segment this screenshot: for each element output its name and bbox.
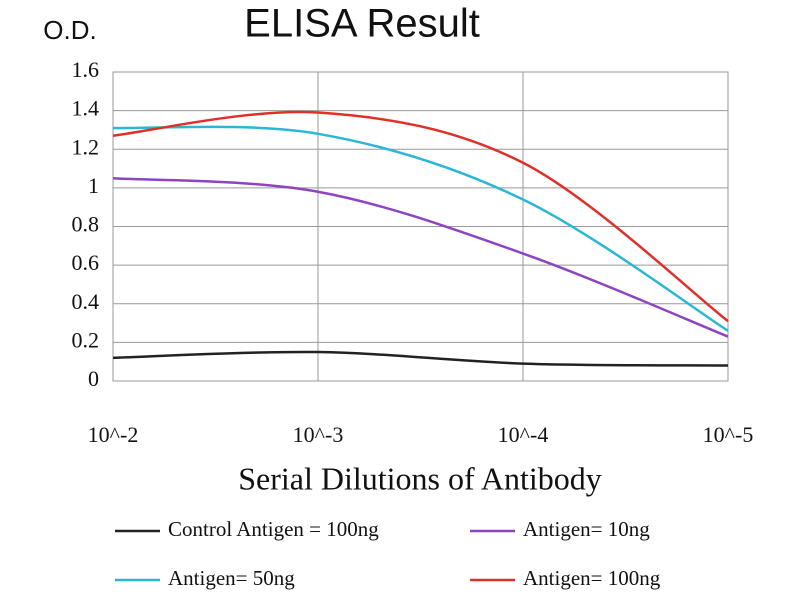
- y-tick-label: 1.4: [72, 96, 100, 121]
- x-tick-label: 10^-5: [703, 422, 754, 447]
- series-line: [112, 350, 729, 367]
- series-line: [112, 125, 729, 332]
- x-tick-label: 10^-3: [293, 422, 344, 447]
- y-tick-label: 1.6: [72, 57, 100, 82]
- y-tick-label: 0.6: [72, 250, 100, 275]
- series-line: [112, 110, 729, 323]
- legend-label: Control Antigen = 100ng: [168, 517, 379, 541]
- y-axis-label: O.D.: [43, 15, 96, 45]
- x-axis-label: Serial Dilutions of Antibody: [238, 460, 602, 496]
- y-tick-label: 0: [88, 366, 99, 391]
- legend-label: Antigen= 10ng: [523, 517, 650, 541]
- series-line: [112, 176, 729, 338]
- x-tick-label: 10^-4: [498, 422, 549, 447]
- legend-label: Antigen= 100ng: [523, 566, 661, 590]
- chart-title: ELISA Result: [244, 2, 480, 46]
- y-tick-label: 0.2: [72, 327, 100, 352]
- y-tick-label: 0.8: [72, 212, 100, 237]
- legend-label: Antigen= 50ng: [168, 566, 295, 590]
- y-tick-label: 1.2: [72, 134, 100, 159]
- y-tick-label: 0.4: [72, 289, 100, 314]
- y-tick-label: 1: [88, 173, 99, 198]
- x-tick-label: 10^-2: [88, 422, 139, 447]
